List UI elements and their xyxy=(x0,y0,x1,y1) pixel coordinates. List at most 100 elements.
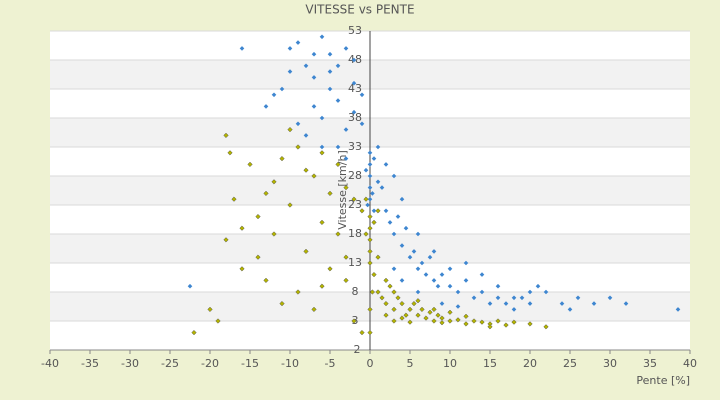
point xyxy=(447,266,453,272)
point xyxy=(279,155,285,162)
point xyxy=(503,301,509,306)
point xyxy=(559,301,565,306)
point xyxy=(379,185,385,190)
y-tick-label: 13 xyxy=(348,256,362,269)
x-axis-label: Pente [%] xyxy=(636,374,690,387)
point xyxy=(535,283,541,289)
point xyxy=(415,289,421,295)
point xyxy=(415,266,421,272)
point xyxy=(271,92,277,98)
point xyxy=(375,208,381,214)
point xyxy=(447,318,453,324)
y-tick-label: 33 xyxy=(348,140,362,153)
y-tick-label: 18 xyxy=(348,227,362,240)
point xyxy=(431,249,437,254)
point xyxy=(675,307,681,312)
point xyxy=(543,324,549,330)
point xyxy=(271,179,277,185)
point xyxy=(370,191,375,196)
point xyxy=(271,231,277,237)
point xyxy=(447,283,453,289)
y-tick-label: 23 xyxy=(348,198,362,211)
point xyxy=(419,306,425,313)
point xyxy=(399,243,405,248)
point xyxy=(415,312,421,318)
point xyxy=(463,278,469,283)
point xyxy=(375,254,381,260)
point xyxy=(335,98,341,103)
point xyxy=(371,156,377,161)
point xyxy=(411,300,417,307)
point xyxy=(319,219,325,226)
point xyxy=(407,319,413,325)
point xyxy=(367,329,373,336)
y-tick-label: 28 xyxy=(348,169,362,182)
point xyxy=(279,300,285,307)
point xyxy=(343,277,349,284)
point xyxy=(231,196,237,202)
point xyxy=(223,237,229,243)
point xyxy=(623,301,629,306)
point xyxy=(343,254,349,260)
point xyxy=(343,184,349,191)
point xyxy=(367,237,373,243)
point xyxy=(247,161,253,168)
point xyxy=(527,289,533,295)
x-tick-label: 10 xyxy=(443,357,457,370)
point xyxy=(379,295,385,301)
point xyxy=(427,254,433,260)
point xyxy=(387,283,393,289)
point xyxy=(239,46,245,51)
x-tick-label: 25 xyxy=(563,357,577,370)
point xyxy=(295,40,301,45)
point xyxy=(427,309,433,315)
point xyxy=(343,156,349,161)
point xyxy=(367,162,373,167)
point xyxy=(439,272,445,277)
point xyxy=(495,318,501,324)
point xyxy=(303,133,309,138)
y-tick-label: 8 xyxy=(352,285,359,298)
point xyxy=(343,127,349,132)
y-tick-label: 38 xyxy=(348,111,362,124)
point xyxy=(359,208,365,214)
point xyxy=(369,289,376,295)
point xyxy=(463,313,469,320)
point xyxy=(383,162,389,167)
point xyxy=(319,283,325,289)
x-tick-label: -40 xyxy=(41,357,59,370)
point xyxy=(351,80,357,86)
point xyxy=(371,208,377,214)
point xyxy=(375,289,381,295)
x-tick-label: 40 xyxy=(683,357,697,370)
point xyxy=(255,213,261,220)
point xyxy=(391,231,397,237)
point xyxy=(407,254,413,260)
point xyxy=(351,196,357,202)
point xyxy=(391,318,397,324)
x-tick-label: 0 xyxy=(367,357,374,370)
point xyxy=(327,266,333,272)
point xyxy=(367,173,373,179)
point xyxy=(407,306,413,313)
point xyxy=(519,295,525,301)
point xyxy=(607,295,613,301)
point xyxy=(367,225,373,231)
point xyxy=(327,190,333,197)
point xyxy=(503,322,509,328)
point xyxy=(367,185,373,190)
point xyxy=(367,306,373,313)
point xyxy=(367,260,373,266)
point xyxy=(319,34,325,40)
x-tick-label: 30 xyxy=(603,357,617,370)
point xyxy=(335,161,341,168)
point xyxy=(479,289,485,295)
point xyxy=(359,121,365,127)
x-tick-label: -25 xyxy=(161,357,179,370)
point xyxy=(371,219,377,226)
point xyxy=(335,231,341,237)
point xyxy=(391,173,397,179)
point xyxy=(363,231,369,237)
point xyxy=(311,75,317,80)
